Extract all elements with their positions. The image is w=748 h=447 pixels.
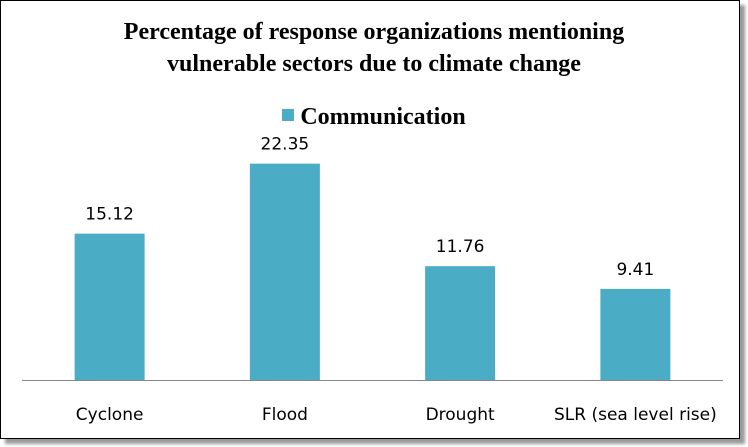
x-tick-label-3: SLR (sea level rise) <box>554 405 717 425</box>
x-tick-label-2: Drought <box>426 405 495 425</box>
data-label-1: 22.35 <box>261 135 310 155</box>
data-label-2: 11.76 <box>436 237 485 257</box>
chart-title-line-1: Percentage of response organizations men… <box>123 19 625 45</box>
chart-title: Percentage of response organizations men… <box>0 16 748 80</box>
bar-0 <box>74 233 145 380</box>
bar-2 <box>425 266 496 380</box>
chart-title-line-2: vulnerable sectors due to climate change <box>167 51 581 77</box>
legend-swatch <box>282 109 295 121</box>
legend: Communication <box>0 104 748 131</box>
x-tick-label-1: Flood <box>262 405 308 425</box>
legend-label: Communication <box>300 104 466 130</box>
data-label-3: 9.41 <box>616 260 654 280</box>
x-tick-label-0: Cyclone <box>76 405 144 425</box>
data-label-0: 15.12 <box>85 205 134 225</box>
bar-3 <box>600 288 671 380</box>
bar-1 <box>249 163 320 380</box>
